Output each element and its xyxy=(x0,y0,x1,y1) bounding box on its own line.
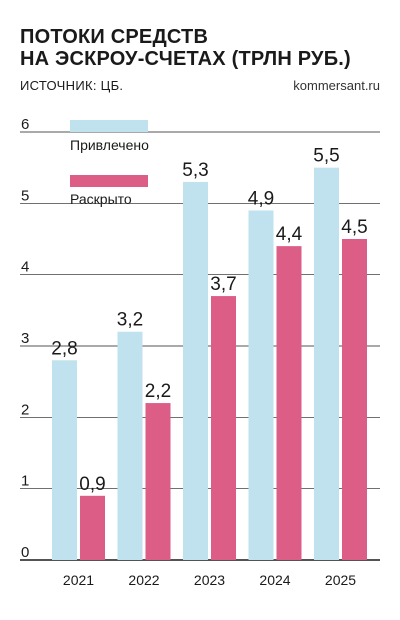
value-label-attracted-2022: 3,2 xyxy=(117,310,143,331)
bar-disclosed-2022 xyxy=(145,403,171,560)
bar-attracted-2025 xyxy=(314,167,339,560)
chart-meta: ИСТОЧНИК: ЦБ. kommersant.ru xyxy=(20,78,380,96)
y-tick-label-4: 4 xyxy=(21,259,29,276)
value-label-attracted-2021: 2,8 xyxy=(51,338,77,359)
value-label-disclosed-2021: 0,9 xyxy=(79,474,105,495)
bar-attracted-2021 xyxy=(52,360,77,560)
x-tick-label-2022: 2022 xyxy=(128,572,159,588)
legend-swatch-attracted xyxy=(70,120,148,132)
bar-attracted-2023 xyxy=(183,181,208,560)
bar-attracted-2022 xyxy=(117,331,143,560)
legend-swatch-disclosed xyxy=(70,175,148,187)
x-tick-label-2021: 2021 xyxy=(63,572,94,588)
y-tick-label-2: 2 xyxy=(21,401,29,418)
bar-disclosed-2024 xyxy=(276,246,302,560)
bar-disclosed-2025 xyxy=(342,239,367,560)
value-label-disclosed-2022: 2,2 xyxy=(145,381,171,402)
value-label-attracted-2023: 5,3 xyxy=(182,160,208,181)
title-line-1: ПОТОКИ СРЕДСТВ xyxy=(20,26,209,48)
bar-disclosed-2023 xyxy=(211,296,236,560)
source-label: ИСТОЧНИК: ЦБ. xyxy=(20,78,124,93)
y-tick-label-3: 3 xyxy=(21,330,29,347)
x-tick-label-2023: 2023 xyxy=(194,572,225,588)
legend-label-disclosed: Раскрыто xyxy=(70,191,132,207)
chart-title: ПОТОКИ СРЕДСТВ НА ЭСКРОУ-СЧЕТАХ (ТРЛН РУ… xyxy=(20,26,380,70)
value-label-disclosed-2023: 3,7 xyxy=(210,274,236,295)
brand-label: kommersant.ru xyxy=(293,78,380,93)
legend-label-attracted: Привлечено xyxy=(70,137,149,153)
value-label-disclosed-2024: 4,4 xyxy=(276,224,303,245)
bar-disclosed-2021 xyxy=(80,495,105,560)
y-tick-label-0: 0 xyxy=(21,544,29,561)
title-line-2: НА ЭСКРОУ-СЧЕТАХ (ТРЛН РУБ.) xyxy=(20,48,351,70)
y-tick-label-5: 5 xyxy=(21,187,29,204)
y-tick-label-1: 1 xyxy=(21,473,29,490)
value-label-attracted-2025: 5,5 xyxy=(313,146,339,167)
value-label-disclosed-2025: 4,5 xyxy=(341,217,367,238)
x-tick-label-2024: 2024 xyxy=(259,572,290,588)
bar-attracted-2024 xyxy=(248,210,274,560)
y-tick-label-6: 6 xyxy=(21,116,29,133)
x-tick-label-2025: 2025 xyxy=(325,572,356,588)
value-label-attracted-2024: 4,9 xyxy=(248,188,274,209)
